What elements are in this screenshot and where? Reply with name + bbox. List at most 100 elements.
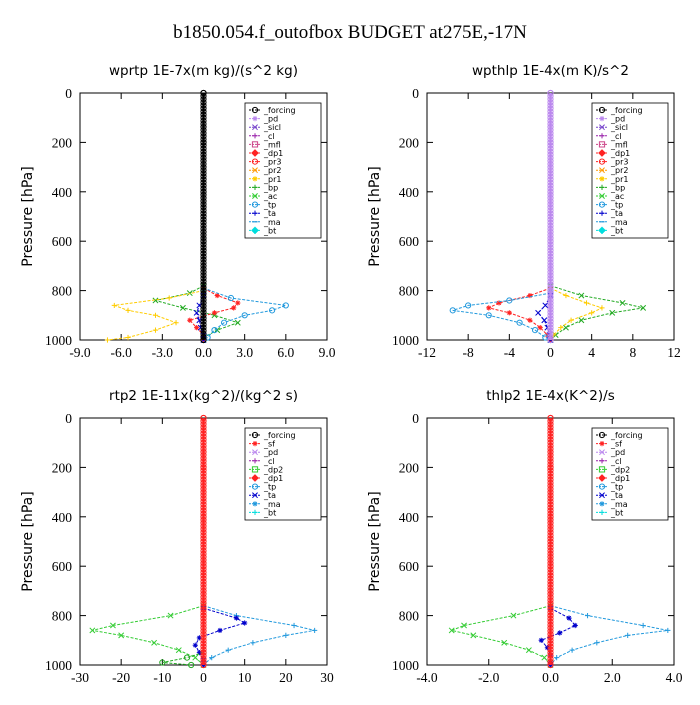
data-point <box>547 296 554 303</box>
y-tick-label: 200 <box>52 135 73 150</box>
data-point <box>578 292 585 299</box>
data-point <box>547 142 554 149</box>
data-point <box>111 302 117 309</box>
data-point <box>569 647 575 653</box>
data-point <box>527 317 533 323</box>
data-point <box>200 451 207 459</box>
data-point <box>665 627 671 634</box>
legend-entry: _dp1 <box>596 149 630 158</box>
legend-entry: _cl <box>596 132 622 141</box>
data-point <box>312 627 318 634</box>
legend-label: _ta <box>263 491 276 500</box>
legend-box <box>591 102 669 239</box>
data-point <box>200 272 207 279</box>
data-point <box>200 593 207 601</box>
legend-entry: _ta <box>596 209 623 218</box>
data-point <box>547 563 554 570</box>
data-point <box>200 603 207 610</box>
data-point <box>200 142 207 149</box>
legend-label: _ta <box>610 491 623 500</box>
legend-entry: _bt <box>249 226 276 235</box>
data-point <box>183 654 191 661</box>
data-point <box>547 99 554 106</box>
data-point <box>166 295 172 301</box>
data-point <box>283 632 289 638</box>
legend-entry: _pd <box>596 115 625 124</box>
data-point <box>200 464 207 471</box>
data-point <box>200 640 207 647</box>
data-point <box>200 312 207 319</box>
data-point <box>200 216 207 223</box>
data-point <box>547 160 554 168</box>
x-tick-label: 8 <box>629 345 636 360</box>
data-point <box>200 631 207 638</box>
legend-entry: _ta <box>249 209 276 218</box>
legend-label: _cl <box>263 457 275 466</box>
data-point <box>200 238 207 245</box>
data-point <box>200 306 207 313</box>
data-point <box>542 302 549 309</box>
data-point <box>547 513 554 520</box>
data-point <box>547 498 554 505</box>
legend-entry: _mfl <box>596 140 628 149</box>
data-point <box>200 204 207 211</box>
legend-label: _pd <box>263 115 278 124</box>
chart-title: rtp2 1E-11x(kg^2)/(kg^2 s) <box>109 388 298 404</box>
data-point <box>200 501 207 508</box>
chart-panel-4: thlp2 1E-4x(K^2)/s Pressure [hPa] -4.0 -2.0… <box>367 388 683 685</box>
data-point <box>547 247 554 254</box>
data-point <box>200 176 207 183</box>
data-point <box>547 222 554 229</box>
data-point <box>200 210 207 217</box>
data-point <box>547 194 554 202</box>
legend-label: _sicl <box>610 123 628 132</box>
data-point <box>547 516 554 523</box>
data-point <box>547 92 554 100</box>
data-point <box>109 622 116 629</box>
data-point <box>547 262 554 269</box>
legend-label: _pd <box>263 448 278 457</box>
legend-entry: _ma <box>596 500 628 509</box>
data-point <box>547 336 554 344</box>
data-point <box>547 572 554 579</box>
series-4 <box>159 649 207 669</box>
data-point <box>547 315 554 322</box>
data-point <box>200 275 207 282</box>
data-point <box>200 188 207 195</box>
data-point <box>200 445 207 452</box>
series-line <box>450 605 551 666</box>
data-point <box>547 624 554 632</box>
data-point <box>547 170 554 177</box>
data-point <box>200 213 207 220</box>
data-point <box>547 241 554 248</box>
data-point <box>609 309 616 316</box>
data-point <box>547 228 554 236</box>
data-point <box>547 327 554 334</box>
data-point <box>547 259 554 266</box>
data-point <box>200 179 207 186</box>
data-point <box>200 621 207 628</box>
data-point <box>200 606 207 613</box>
data-point <box>547 526 554 533</box>
data-point <box>200 627 207 635</box>
data-point <box>547 284 554 291</box>
data-point <box>231 305 237 311</box>
data-point <box>547 584 554 591</box>
data-point <box>200 321 207 328</box>
series-line <box>203 605 315 666</box>
legend-label: _cl <box>263 132 275 141</box>
data-point <box>547 108 554 115</box>
data-point <box>200 290 207 297</box>
data-point <box>200 241 207 248</box>
legend-entry: _forcing <box>249 106 296 115</box>
data-point <box>200 526 207 533</box>
x-tick-label: -30 <box>71 670 89 685</box>
data-point <box>209 654 215 661</box>
data-point <box>547 145 554 152</box>
data-point <box>547 612 554 619</box>
x-tick-label: 10 <box>238 670 252 685</box>
data-point <box>547 427 554 434</box>
data-point <box>619 299 626 306</box>
legend-entry: _bp <box>249 183 278 192</box>
